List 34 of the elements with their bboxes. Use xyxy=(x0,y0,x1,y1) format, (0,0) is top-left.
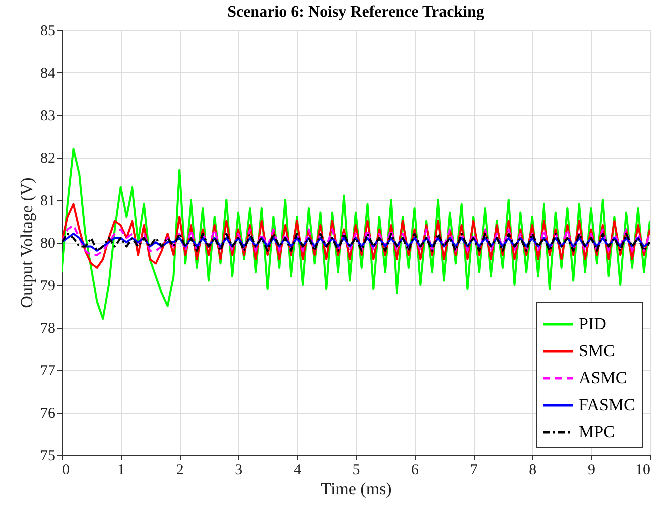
chart-title: Scenario 6: Noisy Reference Tracking xyxy=(228,4,484,21)
x-tick-label: 8 xyxy=(529,462,537,478)
y-tick-label: 84 xyxy=(40,66,56,82)
x-tick-label: 1 xyxy=(118,462,126,478)
y-tick-label: 85 xyxy=(40,24,56,40)
x-tick-label: 2 xyxy=(176,462,184,478)
legend-label: FASMC xyxy=(579,396,636,414)
line-series xyxy=(62,148,650,320)
y-tick-label: 82 xyxy=(40,151,56,167)
legend-label: ASMC xyxy=(579,368,628,388)
x-tick-label: 3 xyxy=(235,462,243,478)
y-tick-label: 80 xyxy=(40,236,56,252)
y-axis-title: Output Voltage (V) xyxy=(18,178,36,308)
x-tick-label: 7 xyxy=(470,462,478,478)
line-series xyxy=(62,233,650,252)
x-tick-label: 0 xyxy=(62,462,70,478)
y-tick-label: 76 xyxy=(40,406,56,422)
legend-label: PID xyxy=(579,314,606,334)
y-tick-label: 79 xyxy=(40,278,56,294)
legend-label: SMC xyxy=(579,342,615,360)
y-tick-label: 78 xyxy=(40,321,56,337)
y-tick-label: 83 xyxy=(40,108,56,124)
x-tick-label: 9 xyxy=(588,462,596,478)
x-axis-title: Time (ms) xyxy=(321,480,392,498)
x-tick-label: 6 xyxy=(412,462,420,478)
y-tick-label: 77 xyxy=(40,364,56,380)
y-tick-label: 81 xyxy=(40,194,56,210)
line-series xyxy=(62,203,650,269)
legend-label: MPC xyxy=(579,422,615,442)
y-tick-label: 75 xyxy=(40,448,56,464)
x-tick-label: 4 xyxy=(294,462,302,478)
x-tick-label: 5 xyxy=(352,462,360,478)
x-tick-label: 10 xyxy=(636,462,650,478)
line-series xyxy=(62,224,650,256)
